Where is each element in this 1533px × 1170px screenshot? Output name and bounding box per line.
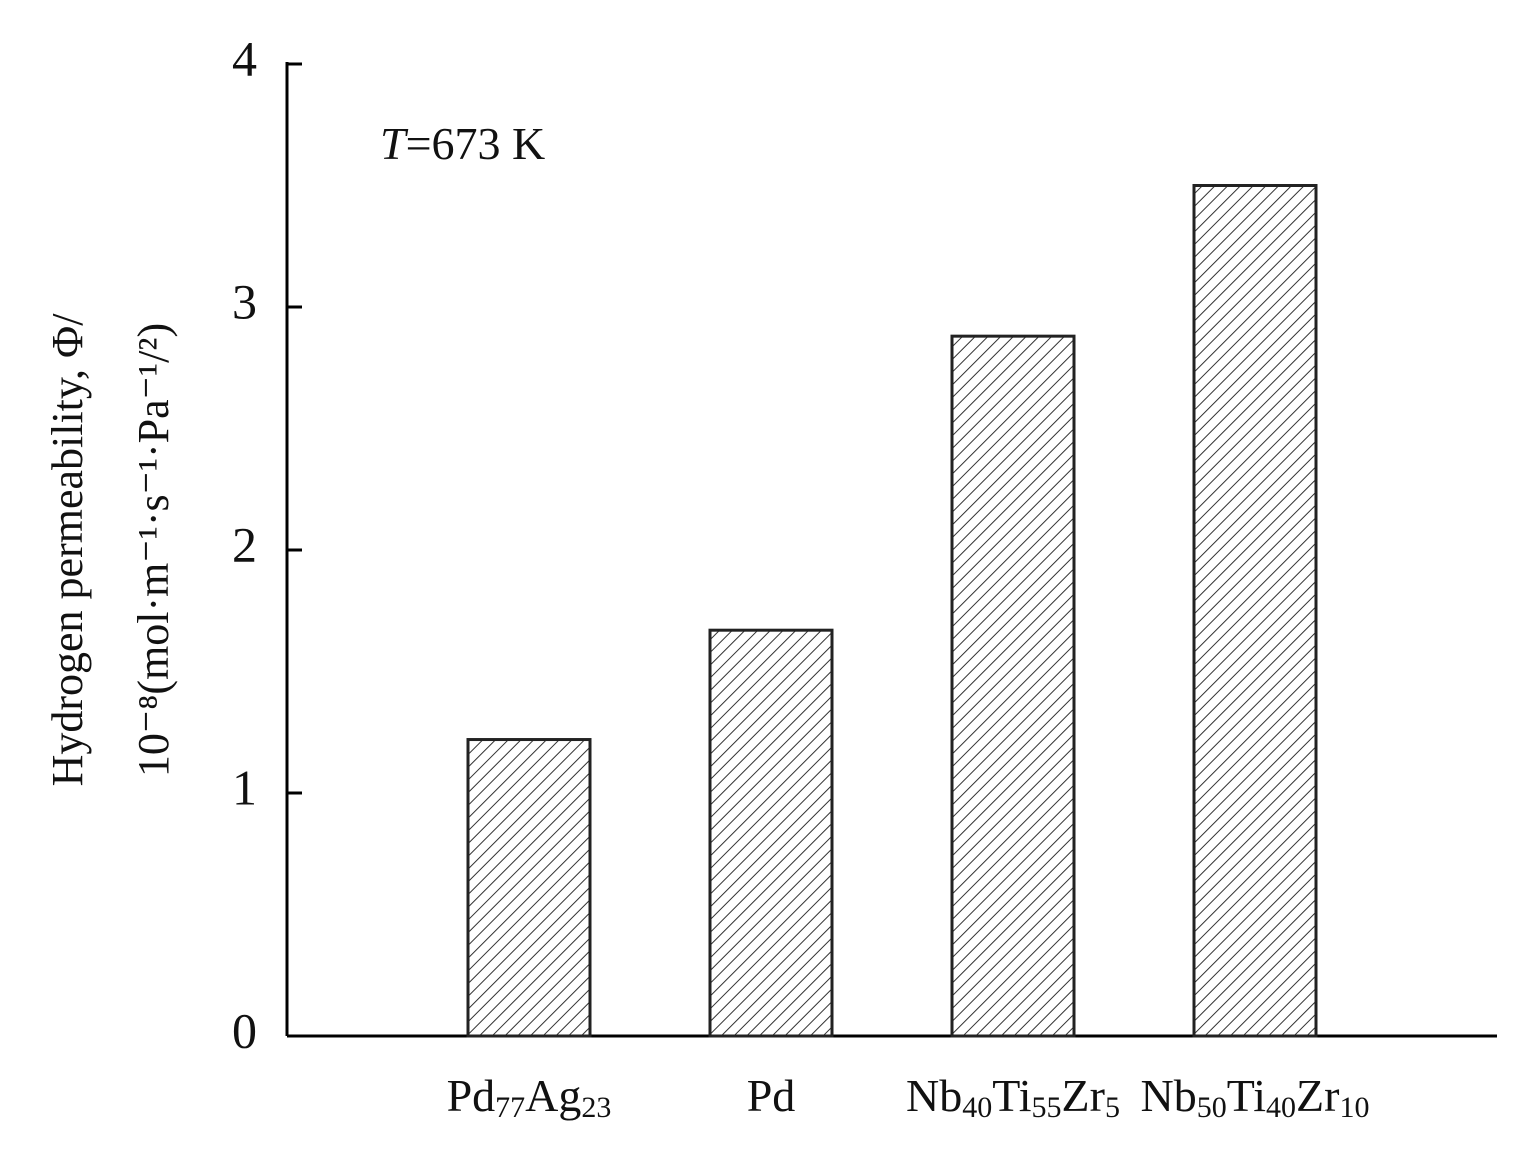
bar xyxy=(1192,184,1318,1038)
y-tick-label: 0 xyxy=(232,1002,257,1058)
y-tick-label: 1 xyxy=(232,759,257,815)
bar xyxy=(950,334,1076,1038)
x-tick-label: Nb40Ti55Zr5 xyxy=(906,1070,1120,1124)
y-tick-label: 3 xyxy=(232,273,257,329)
bar xyxy=(708,628,834,1038)
y-axis-label: Hydrogen permeability, Φ/ xyxy=(43,313,92,787)
x-tick-label: Pd77Ag23 xyxy=(447,1070,612,1124)
x-tick-label: Nb50Ti40Zr10 xyxy=(1141,1070,1370,1124)
y-tick-label: 4 xyxy=(232,30,257,86)
bar xyxy=(466,738,592,1038)
x-tick-label: Pd xyxy=(747,1070,796,1121)
y-axis-label: 10⁻⁸(mol·m⁻¹·s⁻¹·Pa⁻¹/²) xyxy=(129,323,178,777)
annotation: T=673 K xyxy=(380,118,545,169)
y-tick-label: 2 xyxy=(232,516,257,572)
